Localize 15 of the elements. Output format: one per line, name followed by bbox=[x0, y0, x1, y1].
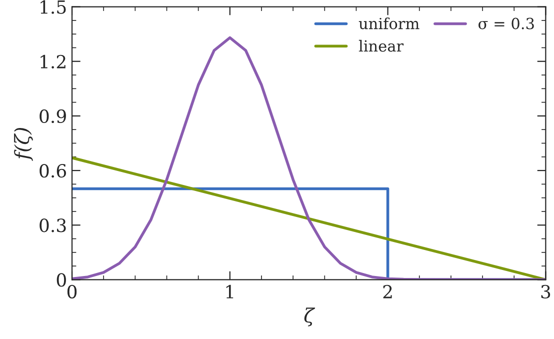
x-tick-label: 0 bbox=[67, 284, 77, 299]
y-tick-label: 0.3 bbox=[40, 218, 66, 232]
y-tick-label: 0.6 bbox=[40, 164, 66, 178]
legend-label: uniform bbox=[358, 17, 420, 30]
legend-label: linear bbox=[358, 40, 404, 52]
y-axis-title: f(ζ) bbox=[14, 128, 33, 161]
x-tick-label: 2 bbox=[383, 284, 392, 298]
y-tick-label: 1.5 bbox=[40, 0, 66, 14]
y-tick-label: 0.9 bbox=[40, 109, 66, 124]
legend-label: σ = 0.3 bbox=[478, 18, 534, 30]
y-tick-label: 0 bbox=[56, 273, 66, 287]
x-tick-label: 3 bbox=[541, 284, 550, 299]
x-tick-label: 1 bbox=[226, 284, 234, 298]
y-tick-label: 1.2 bbox=[40, 54, 66, 68]
x-axis-title: ζ bbox=[304, 308, 316, 326]
